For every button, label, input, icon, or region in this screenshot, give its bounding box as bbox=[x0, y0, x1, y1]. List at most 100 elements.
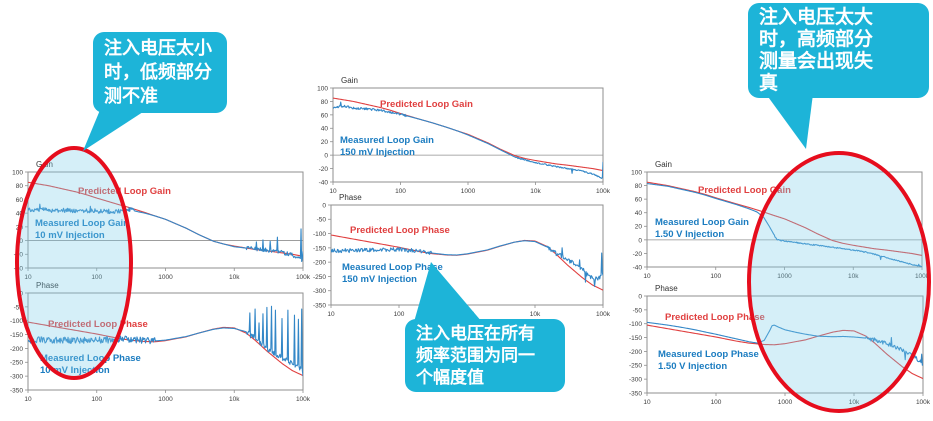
x-tick-label: 10k bbox=[530, 188, 541, 195]
x-tick-label: 1000 bbox=[777, 273, 792, 280]
y-tick-label: 0 bbox=[322, 202, 326, 209]
callout-text-line: 注入电压在所有 bbox=[416, 324, 535, 343]
y-tick-label: 80 bbox=[635, 183, 643, 190]
callout-low-voltage: 注入电压太小 时，低频部分 测不准 bbox=[93, 32, 227, 113]
y-tick-label: 0 bbox=[638, 237, 642, 244]
measured-series-label: Measured Loop Phase10 mV Injection bbox=[40, 353, 141, 376]
y-tick-label: -200 bbox=[313, 260, 326, 267]
x-tick-label: 100 bbox=[710, 273, 721, 280]
y-tick-label: -200 bbox=[10, 346, 23, 353]
y-tick-label: 0 bbox=[638, 293, 642, 300]
callout-text-line: 真 bbox=[759, 73, 779, 94]
y-tick-label: 60 bbox=[16, 197, 24, 204]
chart-title: Phase bbox=[655, 284, 678, 293]
x-tick-label: 10 bbox=[643, 273, 651, 280]
callout-text-line: 注入电压太大 bbox=[759, 7, 874, 28]
y-tick-label: 40 bbox=[321, 126, 329, 133]
measured-series-label: Measured Loop Gain 150 mV Injection bbox=[340, 135, 434, 158]
callout-high-voltage: 注入电压太大 时，高频部分 测量会出现失真 bbox=[748, 3, 929, 98]
chart-title: Phase bbox=[339, 193, 362, 202]
y-tick-label: -50 bbox=[317, 217, 327, 224]
x-tick-label: 1000 bbox=[778, 399, 793, 406]
y-tick-label: 100 bbox=[12, 169, 23, 176]
predicted-loop-gain-curve bbox=[647, 181, 922, 257]
y-tick-label: -150 bbox=[629, 335, 642, 342]
x-tick-label: 100 bbox=[711, 399, 722, 406]
phase-chart-1v50-injection: Phase 0 -50 -100 -150 -200 -250 -300 -350 10 100 10… bbox=[619, 280, 933, 409]
y-tick-label: 0 bbox=[19, 238, 23, 245]
y-tick-label: 80 bbox=[16, 183, 24, 190]
callout-text-line: 频率范围为同一 bbox=[416, 346, 535, 365]
predicted-loop-phase-curve bbox=[647, 324, 923, 380]
x-tick-label: 1000 bbox=[158, 274, 173, 281]
measured-series-label: Measured Loop Phase 150 mV Injection bbox=[342, 262, 443, 285]
y-tick-label: -300 bbox=[10, 374, 23, 381]
x-tick-label: 100k bbox=[916, 399, 931, 406]
y-tick-label: -200 bbox=[629, 349, 642, 356]
callout-text-line: 测不准 bbox=[104, 86, 158, 106]
measured-series-label: Measured Loop Phase 1.50 V Injection bbox=[658, 349, 759, 372]
y-tick-label: 40 bbox=[16, 211, 24, 218]
y-tick-label: 100 bbox=[317, 85, 328, 92]
x-tick-label: 10k bbox=[229, 396, 240, 403]
y-tick-label: -150 bbox=[10, 332, 23, 339]
y-tick-label: 20 bbox=[321, 139, 329, 146]
y-tick-label: -100 bbox=[313, 231, 326, 238]
x-tick-label: 100k bbox=[296, 274, 311, 281]
y-tick-label: -20 bbox=[319, 166, 329, 173]
y-tick-label: -350 bbox=[629, 390, 642, 397]
predicted-loop-phase-curve bbox=[28, 321, 303, 377]
callout-text-line: 注入电压太小 bbox=[104, 38, 212, 58]
y-tick-label: -40 bbox=[319, 179, 329, 186]
measured-loop-phase-1-50-v-injection-curve bbox=[647, 321, 923, 366]
measured-loop-gain-10-mv-injection-curve bbox=[28, 203, 303, 263]
y-tick-label: -50 bbox=[14, 304, 24, 311]
y-tick-label: -100 bbox=[629, 321, 642, 328]
y-tick-label: 60 bbox=[321, 112, 329, 119]
y-tick-label: 0 bbox=[324, 153, 328, 160]
x-tick-label: 100 bbox=[91, 274, 102, 281]
x-tick-label: 1000 bbox=[158, 396, 173, 403]
x-tick-label: 100k bbox=[296, 396, 311, 403]
x-tick-label: 100 bbox=[394, 311, 405, 318]
y-tick-label: -300 bbox=[629, 377, 642, 384]
x-tick-label: 100 bbox=[395, 188, 406, 195]
measured-loop-phase-10-mv-injection-curve bbox=[28, 305, 303, 377]
x-tick-label: 100k bbox=[596, 188, 611, 195]
y-tick-label: -100 bbox=[10, 318, 23, 325]
measured-loop-gain-1-50-v-injection-curve bbox=[647, 182, 922, 267]
x-tick-label: 10k bbox=[849, 399, 860, 406]
highlight-ellipse-low-freq bbox=[15, 146, 133, 380]
predicted-series-label: Predicted Loop Gain bbox=[698, 185, 791, 196]
y-tick-label: 40 bbox=[635, 210, 643, 217]
y-tick-label: 80 bbox=[321, 99, 329, 106]
x-tick-label: 100 bbox=[91, 396, 102, 403]
y-tick-label: -250 bbox=[10, 360, 23, 367]
y-tick-label: -250 bbox=[313, 274, 326, 281]
gain-chart-150mv-injection: Gain 100 80 60 40 20 0 -20 -40 10 100 1000 10k 100k Pr… bbox=[305, 72, 615, 198]
predicted-series-label: Predicted Loop Gain bbox=[380, 99, 473, 110]
callout-tail-low-voltage bbox=[83, 110, 146, 151]
y-tick-label: -350 bbox=[10, 387, 23, 394]
y-tick-label: -40 bbox=[633, 264, 643, 271]
x-tick-label: 1000 bbox=[461, 188, 476, 195]
callout-same-amplitude: 注入电压在所有 频率范围为同一 个幅度值 bbox=[405, 319, 565, 392]
measured-series-label: Measured Loop Gain 1.50 V Injection bbox=[655, 217, 749, 240]
callout-text-line: 测量会出现失 bbox=[759, 51, 874, 72]
callout-tail-high-voltage bbox=[766, 94, 813, 149]
chart-title: Phase bbox=[36, 281, 59, 290]
x-tick-label: 10 bbox=[643, 399, 651, 406]
predicted-series-label: Predicted Loop Phase bbox=[48, 319, 148, 330]
y-tick-label: -350 bbox=[313, 302, 326, 309]
x-tick-label: 10k bbox=[848, 273, 859, 280]
y-tick-label: 0 bbox=[19, 290, 23, 297]
y-tick-label: -50 bbox=[633, 307, 643, 314]
y-tick-label: -300 bbox=[313, 288, 326, 295]
phase-chart-10mv-injection: Phase0-50-100-150-200-250-300-3501010010… bbox=[0, 277, 315, 406]
predicted-series-label: Predicted Loop Phase bbox=[665, 312, 765, 323]
predicted-series-label: Predicted Loop Phase bbox=[350, 225, 450, 236]
